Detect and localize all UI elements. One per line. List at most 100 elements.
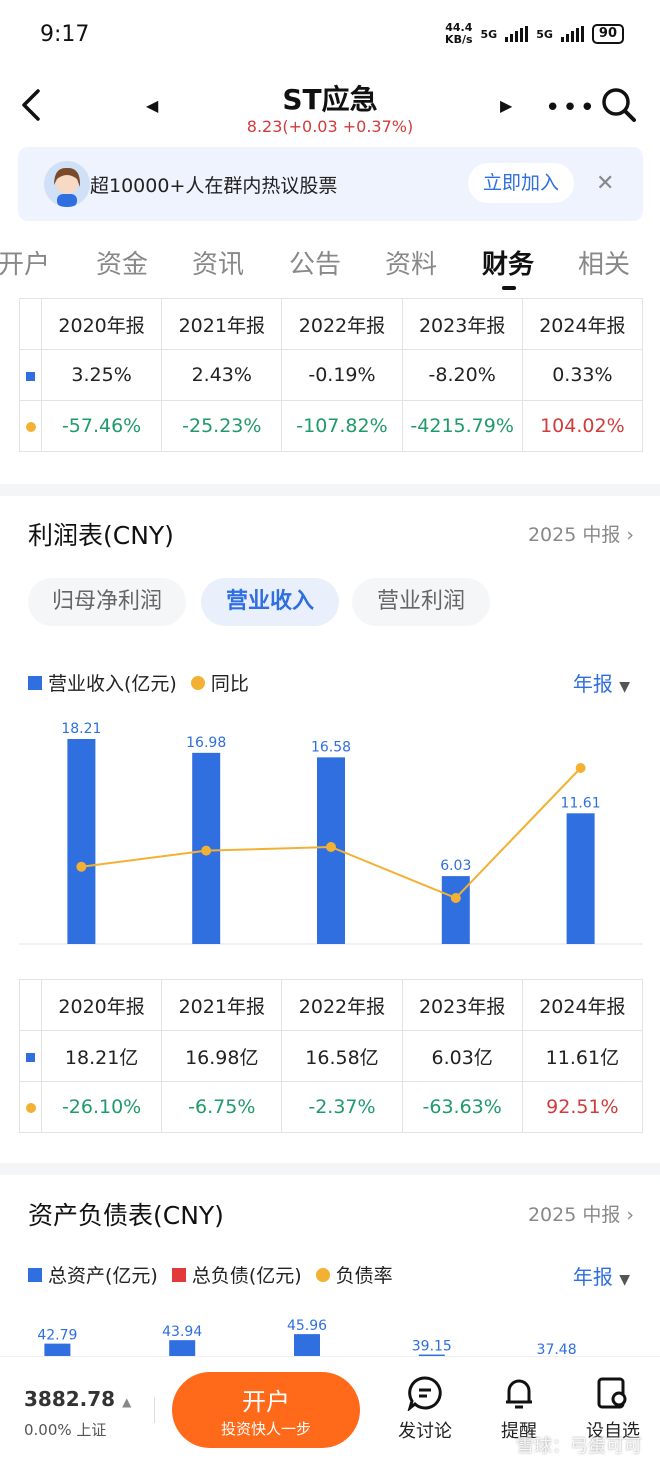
table-cell: -0.19% xyxy=(281,349,403,401)
table-header: 2022年报 xyxy=(281,979,403,1031)
watchlist-icon xyxy=(597,1377,627,1409)
nav-discuss[interactable]: 发讨论 xyxy=(390,1375,460,1443)
more-icon[interactable]: ••• xyxy=(545,93,598,123)
tab-profile[interactable]: 资料 xyxy=(385,250,438,280)
tab-funds[interactable]: 资金 xyxy=(96,250,149,280)
open-account-button[interactable]: 开户 投资快人一步 xyxy=(172,1372,360,1448)
table-header: 2021年报 xyxy=(161,298,283,350)
pill-net-profit[interactable]: 归母净利润 xyxy=(28,578,186,626)
table-row: -26.10% -6.75% -2.37% -63.63% 92.51% xyxy=(19,1081,644,1133)
prev-stock-icon[interactable]: ◀ xyxy=(146,96,159,115)
balance-sheet-title: 资产负债表(CNY) xyxy=(28,1201,224,1230)
yoy-point xyxy=(201,845,212,856)
network-type-2: 5G xyxy=(536,27,553,41)
table-cell: -26.10% xyxy=(40,1081,163,1133)
network-type-1: 5G xyxy=(480,27,498,41)
table-header: 2023年报 xyxy=(401,979,523,1031)
table-cell: 16.58亿 xyxy=(281,1030,403,1082)
search-icon[interactable] xyxy=(600,86,638,124)
table-header: 2020年报 xyxy=(40,979,163,1031)
legend-assets-icon xyxy=(28,1267,42,1282)
tab-related[interactable]: 相关 xyxy=(578,250,631,280)
watermark: 雪球：弓蛋可可 xyxy=(516,1436,642,1457)
table-cell: -63.63% xyxy=(401,1081,523,1133)
income-statement-title: 利润表(CNY) xyxy=(28,521,174,550)
data-label: 18.21 xyxy=(61,721,101,737)
data-label: 43.94 xyxy=(162,1324,202,1340)
avatar xyxy=(44,161,90,207)
table-cell: 18.21亿 xyxy=(40,1030,163,1082)
ratio-table: 2020年报 2021年报 2022年报 2023年报 2024年报 3.25%… xyxy=(19,298,644,452)
series-square-icon xyxy=(26,372,35,381)
legend-bar-icon xyxy=(28,675,42,690)
join-now-button[interactable]: 立即加入 xyxy=(468,163,574,203)
table-header: 2024年报 xyxy=(521,298,644,350)
back-arrow-icon[interactable] xyxy=(18,88,48,122)
table-row: -57.46% -25.23% -107.82% -4215.79% 104.0… xyxy=(19,400,644,452)
table-cell: -8.20% xyxy=(401,349,523,401)
data-label: 45.96 xyxy=(287,1318,327,1334)
table-header: 2022年报 xyxy=(281,298,403,350)
table-cell: -4215.79% xyxy=(401,400,523,452)
bottom-bar: 3882.78 ▲ 0.00% 上证 开户 投资快人一步 发讨论 提醒 设自选 xyxy=(0,1356,660,1467)
nav-alert[interactable]: 提醒 xyxy=(484,1375,554,1443)
data-label: 16.98 xyxy=(186,735,226,751)
table-cell: -107.82% xyxy=(281,400,403,452)
bar xyxy=(566,813,595,944)
section-divider xyxy=(0,1163,660,1175)
data-label: 16.58 xyxy=(311,739,351,755)
data-label: 37.48 xyxy=(537,1342,577,1358)
pill-revenue[interactable]: 营业收入 xyxy=(201,578,339,626)
table-cell: 104.02% xyxy=(521,400,644,452)
tab-news[interactable]: 资讯 xyxy=(192,250,245,280)
pill-operating-profit[interactable]: 营业利润 xyxy=(352,578,490,626)
yoy-point xyxy=(76,861,87,872)
balance-legend: 总资产(亿元) 总负债(亿元) 负债率 xyxy=(28,1261,393,1288)
table-header: 2020年报 xyxy=(40,298,163,350)
tab-active-indicator xyxy=(502,286,516,290)
tab-finance[interactable]: 财务 xyxy=(482,250,535,280)
legend-ratio-icon xyxy=(315,1267,330,1282)
revenue-chart: 18.21 16.98 16.58 6.03 11.61 xyxy=(19,721,643,945)
chevron-right-icon: › xyxy=(626,524,634,546)
tab-bar: 开户 资金 资讯 公告 资料 财务 相关 xyxy=(0,244,660,288)
community-banner[interactable]: 超10000+人在群内热议股票 立即加入 ✕ xyxy=(18,147,643,221)
nav-watchlist[interactable]: 设自选 xyxy=(578,1375,648,1443)
balance-report-link[interactable]: 2025 中报 › xyxy=(527,1204,634,1226)
table-cell: 0.33% xyxy=(521,349,644,401)
next-stock-icon[interactable]: ▶ xyxy=(500,96,513,115)
asset-bar xyxy=(169,1340,196,1358)
series-dot-icon xyxy=(25,422,36,432)
status-icons: 44.4 KB/s 5G 5G 90 xyxy=(445,22,624,46)
asset-bar xyxy=(294,1334,320,1358)
table-cell: 6.03亿 xyxy=(401,1030,523,1082)
period-selector[interactable]: 年报 ▼ xyxy=(572,672,630,696)
table-cell: -2.37% xyxy=(281,1081,403,1133)
revenue-table: 2020年报 2021年报 2022年报 2023年报 2024年报 18.21… xyxy=(19,979,644,1133)
stock-price: 8.23(+0.03 +0.37%) xyxy=(246,117,414,136)
signal-icon xyxy=(505,26,529,42)
yoy-point xyxy=(326,841,336,852)
close-icon[interactable]: ✕ xyxy=(596,171,615,196)
income-report-link[interactable]: 2025 中报 › xyxy=(527,524,634,546)
chevron-right-icon: › xyxy=(626,1204,634,1226)
banner-text: 超10000+人在群内热议股票 xyxy=(90,175,338,197)
tab-announcements[interactable]: 公告 xyxy=(289,250,342,280)
asset-bar xyxy=(44,1343,71,1358)
table-header-row: 2020年报 2021年报 2022年报 2023年报 2024年报 xyxy=(19,298,644,350)
network-speed: 44.4 KB/s xyxy=(445,21,473,46)
index-value[interactable]: 3882.78 ▲ xyxy=(24,1387,132,1411)
divider xyxy=(154,1397,155,1423)
tab-open-account[interactable]: 开户 xyxy=(0,250,51,280)
bell-icon xyxy=(506,1379,532,1409)
battery-icon: 90 xyxy=(591,24,624,44)
table-header-row: 2020年报 2021年报 2022年报 2023年报 2024年报 xyxy=(19,979,644,1031)
period-selector[interactable]: 年报 ▼ xyxy=(572,1265,630,1289)
balance-chart: 42.79 43.94 45.96 39.15 37.48 xyxy=(37,1318,577,1358)
signal-icon xyxy=(560,26,584,42)
table-header: 2021年报 xyxy=(161,979,283,1031)
stock-name: ST应急 xyxy=(282,83,378,116)
bar xyxy=(441,876,470,944)
yoy-point xyxy=(450,893,461,903)
